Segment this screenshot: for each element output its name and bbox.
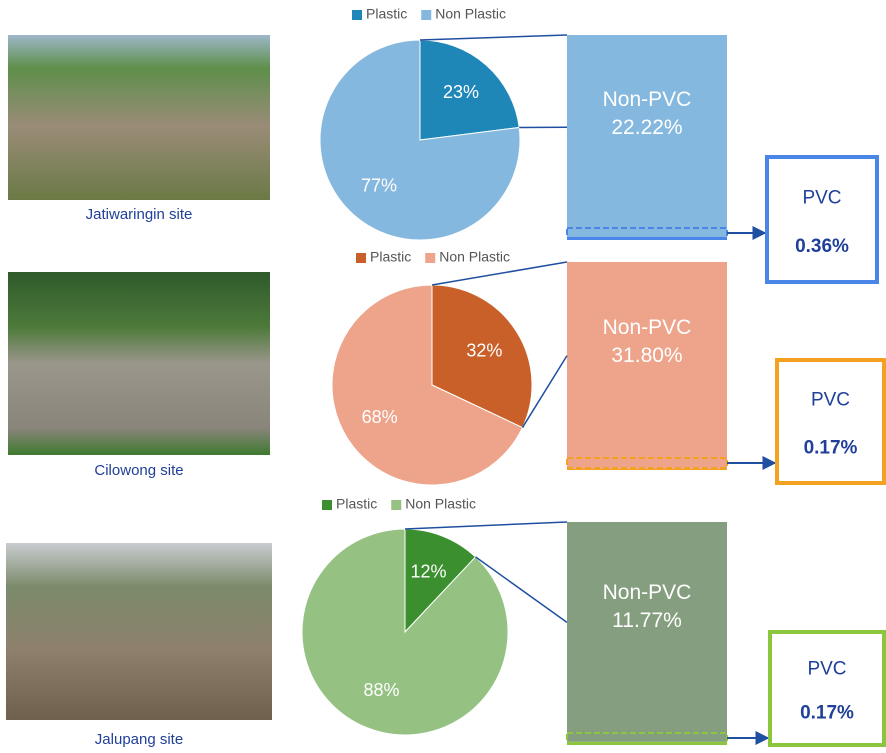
site-photo bbox=[6, 543, 272, 720]
non-pvc-value: 11.77% bbox=[612, 609, 682, 632]
pie-label: 32% bbox=[466, 341, 502, 361]
pvc-label: PVC bbox=[807, 658, 846, 679]
pie-label: 12% bbox=[410, 561, 446, 581]
connector bbox=[419, 34, 568, 41]
non-pvc-value: 22.22% bbox=[611, 116, 682, 139]
pvc-bar bbox=[567, 741, 727, 745]
legend-swatch bbox=[421, 10, 432, 20]
legend-swatch bbox=[356, 253, 366, 263]
pie-slice bbox=[301, 528, 509, 736]
non-pvc-label: Non-PVC bbox=[603, 88, 692, 111]
non-pvc-bar bbox=[567, 522, 727, 742]
legend-label: Plastic bbox=[336, 496, 377, 512]
pie-label: 68% bbox=[362, 407, 398, 427]
site-photo bbox=[8, 35, 270, 200]
pie-label: 23% bbox=[443, 82, 479, 102]
pie-slice bbox=[319, 39, 521, 241]
connector bbox=[475, 556, 568, 623]
pvc-value: 0.17% bbox=[804, 438, 858, 459]
non-pvc-label: Non-PVC bbox=[603, 581, 692, 604]
pvc-label: PVC bbox=[811, 390, 850, 411]
pvc-value: 0.17% bbox=[800, 702, 854, 723]
pvc-label: PVC bbox=[802, 187, 841, 208]
pvc-value: 0.36% bbox=[795, 236, 849, 257]
connector bbox=[404, 521, 568, 530]
pvc-bar bbox=[567, 468, 727, 470]
legend-label: Non Plastic bbox=[405, 496, 476, 512]
legend-swatch bbox=[352, 10, 362, 20]
pie-slice bbox=[331, 284, 524, 486]
pie-slice bbox=[431, 284, 533, 429]
site-photo bbox=[8, 272, 270, 455]
legend-label: Plastic bbox=[366, 6, 407, 22]
site-caption: Jatiwaringin site bbox=[86, 206, 193, 223]
pie-label: 77% bbox=[361, 175, 397, 195]
non-pvc-bar bbox=[567, 262, 727, 469]
non-pvc-value: 31.80% bbox=[611, 344, 682, 367]
legend-swatch bbox=[425, 253, 436, 263]
connector bbox=[431, 261, 568, 286]
pie-label: 88% bbox=[363, 680, 399, 700]
pvc-bar bbox=[567, 236, 727, 240]
non-pvc-label: Non-PVC bbox=[603, 316, 692, 339]
legend-swatch bbox=[391, 500, 402, 510]
pvc-box bbox=[768, 630, 886, 747]
legend-swatch bbox=[322, 500, 332, 510]
pie-slice bbox=[419, 39, 520, 141]
pvc-box bbox=[775, 358, 886, 485]
non-pvc-bar bbox=[567, 35, 727, 237]
legend-label: Plastic bbox=[370, 249, 411, 265]
legend-label: Non Plastic bbox=[435, 6, 506, 22]
legend-label: Non Plastic bbox=[439, 249, 510, 265]
pvc-box bbox=[765, 155, 879, 284]
site-caption: Cilowong site bbox=[94, 462, 183, 479]
site-caption: Jalupang site bbox=[95, 731, 183, 748]
connector bbox=[521, 355, 568, 428]
